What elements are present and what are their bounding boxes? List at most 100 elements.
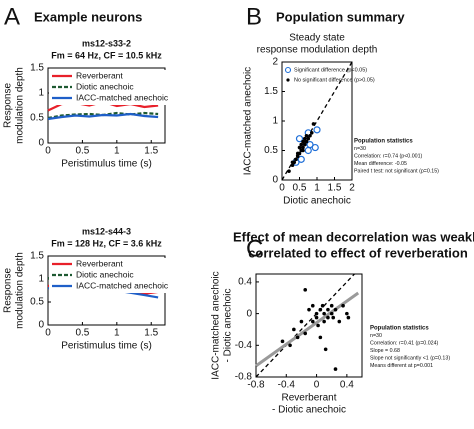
y-tick-label: 0.4 (238, 277, 252, 288)
scatter-point (333, 307, 338, 312)
x-tick-label: 1 (114, 328, 120, 339)
scatter-point (294, 157, 298, 162)
scatter-point (311, 143, 319, 152)
scatter-point (303, 331, 308, 336)
scatter-point (333, 367, 338, 371)
legend-label: No significant difference (p>0.05) (294, 77, 375, 83)
chart-title: Steady state (289, 33, 345, 44)
annotation: Population statistics (354, 139, 413, 145)
legend-label: IACC-matched anechoic (76, 92, 169, 102)
scatter-point (295, 135, 304, 143)
legend-label: IACC-matched anechoic (76, 280, 169, 290)
annotation: Means different at p=0.001 (370, 363, 433, 369)
scatter-point (301, 148, 305, 153)
panel-label: B (246, 3, 262, 30)
panel: A Example neurons ms12-s33-2 Fm = 64 Hz, CF… (3, 3, 169, 169)
scatter-point (310, 303, 315, 308)
x-tick-label: -0.4 (278, 380, 296, 391)
scatter-point (292, 327, 296, 332)
scatter-point (288, 343, 292, 348)
y-axis-label: modulation depth (15, 252, 26, 329)
identity-line (255, 273, 355, 378)
x-tick-label: 0.5 (75, 146, 89, 157)
x-tick-label: 2 (349, 183, 355, 194)
scatter-point (307, 307, 311, 312)
fit-line (255, 291, 360, 368)
panel-title: Population summary (276, 9, 405, 24)
y-tick-label: 0 (38, 138, 44, 149)
scatter-point (326, 307, 330, 312)
annotation: n=30 (370, 333, 382, 339)
y-axis-label: - Diotic anechoic (223, 289, 234, 363)
scatter-point (337, 319, 342, 324)
y-tick-label: 2 (272, 57, 278, 68)
y-tick-label: 1.5 (30, 63, 44, 74)
annotation: Correlation: r=0.41 (p=0.024) (370, 340, 439, 346)
x-axis-label: Peristimulus time (s) (61, 159, 152, 170)
y-tick-label: 1 (272, 116, 278, 127)
scatter-point (326, 315, 330, 320)
chart-title: ms12-s44-3 (82, 226, 131, 236)
scatter-point (297, 155, 305, 163)
x-axis-label: Reverberant (281, 393, 336, 404)
scatter-point (302, 136, 307, 141)
y-tick-label: -0.8 (235, 372, 253, 383)
y-axis-label: modulation depth (15, 67, 26, 144)
scatter-point (318, 307, 323, 312)
y-tick-label: 1 (38, 88, 44, 99)
legend: Significant difference (p<0.05) No signif… (284, 66, 375, 83)
annotation: Paired t test: not significant (p=0.15) (354, 168, 439, 174)
x-tick-label: 1.5 (144, 146, 158, 157)
scatter-point (302, 142, 307, 147)
chart-title: ms12-s33-2 (82, 38, 131, 48)
y-tick-label: 1.5 (30, 251, 44, 262)
x-tick-label: 0.5 (75, 328, 89, 339)
x-tick-label: 1.5 (144, 328, 158, 339)
scatter-point (287, 169, 291, 173)
scatter-point (290, 160, 295, 165)
scatter-point (310, 319, 315, 324)
annotation: n=30 (354, 146, 366, 152)
scatter-point (331, 315, 336, 320)
scatter-point (306, 136, 311, 141)
scatter-point (304, 146, 312, 155)
legend-label: Diotic anechoic (76, 81, 134, 91)
x-axis-label: Peristimulus time (s) (61, 341, 152, 352)
y-axis-label: IACC-matched anechoic (211, 271, 222, 379)
scatter-point (299, 142, 304, 147)
plot-frame (255, 273, 363, 378)
scatter-point (329, 311, 334, 316)
x-axis-label: Diotic anechoic (283, 196, 351, 207)
scatter-point (313, 126, 321, 134)
panel: ms12-s44-3 Fm = 128 Hz, CF = 3.6 kHz 0 0.5 1… (3, 226, 169, 351)
annotation: Population statistics (370, 326, 429, 332)
x-tick-label: 0.5 (293, 183, 307, 194)
y-axis-label: Response (3, 83, 14, 128)
scatter-point (323, 347, 328, 352)
scatter-point (297, 145, 302, 150)
y-tick-label: 0 (272, 175, 278, 186)
x-tick-label: 0.4 (340, 380, 354, 391)
annotation: Correlation: r=0.74 (p<0.001) (354, 153, 423, 159)
chart-subtitle: Fm = 128 Hz, CF = 3.6 kHz (51, 238, 162, 248)
y-tick-label: 0 (246, 308, 252, 319)
y-tick-label: 0.5 (264, 145, 278, 156)
scatter-point (295, 335, 300, 340)
panel-label: A (4, 3, 20, 30)
x-tick-label: 0 (45, 146, 51, 157)
scatter-point (314, 315, 319, 320)
x-tick-label: 0 (314, 380, 320, 391)
scatter-point (290, 163, 295, 168)
scatter-point (320, 303, 325, 308)
y-tick-label: 1 (38, 274, 44, 285)
panel-label: C (246, 235, 263, 262)
scatter-point (345, 311, 349, 316)
scatter-point (318, 335, 323, 340)
annotation: Slope not significantly <1 (p=0.13) (370, 355, 450, 361)
panel-title: Effect of mean decorrelation was weakly (233, 229, 474, 244)
legend-label: Reverberant (76, 70, 123, 80)
